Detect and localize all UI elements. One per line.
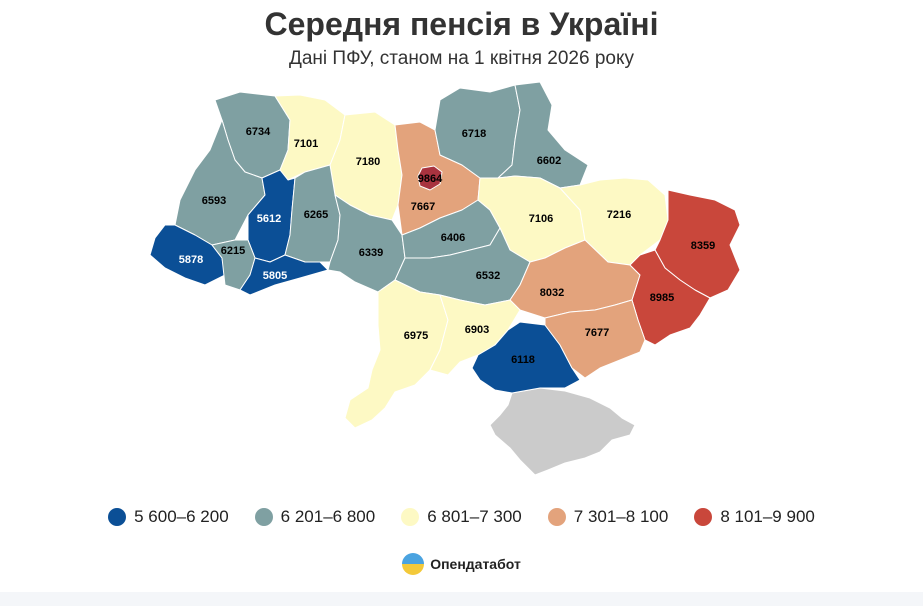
label-kharkiv: 7216 — [607, 209, 631, 221]
label-odesa: 6975 — [404, 330, 428, 342]
page-subtitle: Дані ПФУ, станом на 1 квітня 2026 року — [288, 48, 634, 69]
brand[interactable]: Опендатабот — [0, 553, 923, 575]
legend-item[interactable]: 6 801–7 300 — [401, 507, 522, 527]
label-lviv: 6593 — [202, 195, 226, 207]
legend-label: 8 101–9 900 — [720, 507, 815, 526]
label-mykolaiv: 6903 — [465, 324, 489, 336]
label-poltava: 7106 — [529, 213, 553, 225]
legend-item[interactable]: 8 101–9 900 — [694, 507, 815, 527]
label-rivne: 7101 — [294, 138, 318, 150]
label-ivano-frankivsk: 6215 — [221, 245, 245, 257]
legend-item[interactable]: 7 301–8 100 — [547, 507, 669, 527]
label-kirovohrad: 6532 — [476, 270, 500, 282]
footer-band — [0, 592, 923, 606]
region-luhansk[interactable] — [654, 189, 741, 299]
brand-name: Опендатабот — [430, 556, 521, 572]
label-kherson: 6118 — [511, 354, 535, 366]
label-kyiv-city: 9864 — [418, 173, 443, 185]
label-zaporizhzhia: 7677 — [585, 327, 609, 339]
label-ternopil: 5612 — [257, 213, 281, 225]
legend-swatch — [547, 508, 566, 526]
legend-label: 5 600–6 200 — [134, 507, 229, 526]
label-donetsk: 8985 — [650, 292, 674, 304]
region-chernivtsi[interactable] — [239, 254, 329, 296]
label-dnipro: 8032 — [540, 287, 564, 299]
label-kyiv-oblast: 7667 — [411, 201, 435, 213]
legend-swatch — [694, 508, 713, 526]
legend-label: 6 201–6 800 — [280, 507, 376, 526]
region-zaporizhzhia[interactable] — [544, 299, 646, 379]
region-kherson[interactable] — [471, 321, 581, 394]
label-sumy: 6602 — [537, 155, 561, 167]
label-zakarpattia: 5878 — [179, 254, 203, 266]
legend-swatch — [254, 508, 273, 526]
region-kyiv-city[interactable] — [417, 165, 443, 191]
label-volyn: 6734 — [246, 126, 271, 138]
label-cherkasy: 6406 — [441, 232, 465, 244]
region-zakarpattia[interactable] — [149, 224, 226, 286]
legend-label: 7 301–8 100 — [573, 507, 669, 526]
label-vinnytsia: 6339 — [359, 247, 383, 259]
page-title: Середня пенсія в Україні — [264, 6, 659, 42]
label-khmelnytskyi: 6265 — [304, 209, 328, 221]
label-chernihiv: 6718 — [462, 128, 486, 140]
legend-item[interactable]: 6 201–6 800 — [254, 507, 376, 527]
label-chernivtsi: 5805 — [263, 270, 287, 282]
legend-swatch — [108, 508, 127, 526]
legend-item[interactable]: 5 600–6 200 — [108, 507, 229, 527]
region-odesa[interactable] — [344, 279, 449, 429]
label-zhytomyr: 7180 — [356, 156, 380, 168]
label-luhansk: 8359 — [691, 240, 715, 252]
legend-label: 6 801–7 300 — [427, 507, 522, 526]
legend-swatch — [401, 508, 420, 526]
region-crimea[interactable] — [489, 387, 636, 476]
map-legend: 5 600–6 200 6 201–6 800 6 801–7 300 7 30… — [0, 507, 923, 527]
opendatabot-logo-icon — [402, 553, 425, 575]
